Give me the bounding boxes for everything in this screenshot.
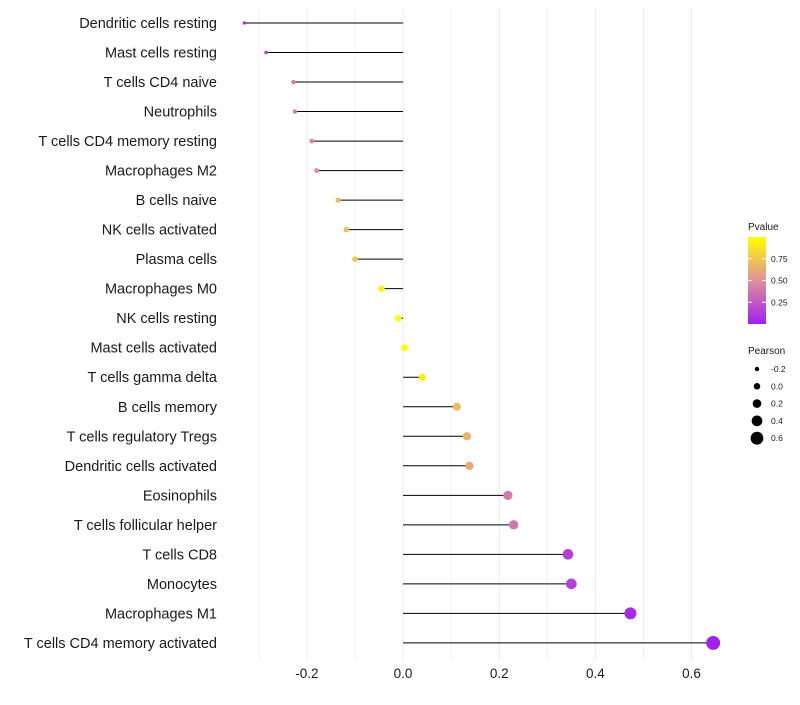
data-point [352, 256, 358, 263]
pvalue-colorbar [748, 237, 766, 324]
data-point [508, 520, 519, 530]
point-layer [242, 21, 721, 650]
category-label: Dendritic cells resting [79, 16, 217, 32]
data-point [314, 168, 319, 174]
size-legend-label: 0.6 [771, 433, 783, 443]
category-label: Eosinophils [143, 488, 217, 504]
data-point [309, 138, 315, 144]
category-label: NK cells activated [102, 223, 217, 239]
category-label: Macrophages M0 [105, 282, 217, 298]
x-tick-label: -0.2 [295, 666, 318, 681]
category-label: T cells CD4 naive [104, 75, 217, 91]
category-label: B cells naive [136, 193, 217, 209]
x-axis-ticks: -0.2 0.0 0.2 0.4 0.6 [295, 666, 701, 681]
data-point [706, 635, 721, 650]
category-label: T cells CD4 memory activated [24, 636, 217, 652]
x-tick-label: 0.6 [682, 666, 701, 681]
category-label: Neutrophils [144, 105, 217, 121]
stem-layer [244, 22, 714, 644]
size-legend-label: -0.2 [771, 364, 786, 374]
data-point [394, 314, 402, 322]
size-legend-label: 0.2 [771, 399, 783, 409]
pearson-legend: Pearson -0.2 0.0 0.2 0.4 0.6 [748, 346, 786, 445]
data-point [465, 461, 474, 470]
colorbar-tick-label: 0.25 [771, 297, 788, 307]
data-point [335, 197, 341, 203]
data-point [562, 549, 574, 560]
size-legend-dot [754, 366, 760, 372]
data-point [503, 490, 513, 500]
pvalue-legend: Pvalue 0.25 0.50 0.75 [748, 222, 788, 324]
data-point [452, 402, 461, 411]
category-label: Plasma cells [136, 252, 217, 268]
category-label: T cells gamma delta [88, 370, 218, 386]
data-point [292, 109, 298, 114]
colorbar-tick-label: 0.75 [771, 254, 788, 264]
data-point [264, 50, 268, 55]
size-legend-dot [751, 415, 763, 427]
y-axis-labels: Dendritic cells resting Mast cells restin… [24, 16, 218, 652]
data-point [624, 607, 637, 620]
size-legend-label: 0.4 [771, 416, 783, 426]
x-tick-label: 0.4 [586, 666, 605, 681]
data-point [418, 373, 426, 381]
category-label: T cells CD8 [142, 547, 217, 563]
pvalue-legend-title: Pvalue [748, 222, 779, 233]
category-label: Mast cells resting [105, 46, 217, 62]
category-label: Monocytes [147, 577, 217, 593]
category-label: T cells follicular helper [74, 518, 217, 534]
data-point [291, 79, 296, 85]
x-tick-label: 0.2 [490, 666, 509, 681]
data-point [462, 432, 472, 441]
category-label: Dendritic cells activated [65, 459, 217, 475]
data-point [343, 226, 350, 233]
data-point [378, 285, 385, 292]
size-legend-dot [750, 431, 764, 445]
category-label: Macrophages M1 [105, 606, 217, 622]
category-label: Macrophages M2 [105, 164, 217, 180]
data-point [401, 344, 408, 352]
size-legend-dot [752, 399, 762, 408]
size-legend-dot [753, 383, 761, 390]
grid-layer [258, 8, 693, 660]
pearson-legend-title: Pearson [748, 346, 785, 357]
data-point [565, 578, 577, 590]
category-label: T cells CD4 memory resting [38, 134, 217, 150]
category-label: B cells memory [118, 400, 218, 416]
x-tick-label: 0.0 [394, 666, 413, 681]
category-label: Mast cells activated [90, 341, 217, 357]
size-legend-label: 0.0 [771, 381, 783, 391]
data-point [242, 21, 247, 25]
colorbar-tick-label: 0.50 [771, 276, 788, 286]
category-label: T cells regulatory Tregs [67, 429, 217, 445]
category-label: NK cells resting [116, 311, 217, 327]
